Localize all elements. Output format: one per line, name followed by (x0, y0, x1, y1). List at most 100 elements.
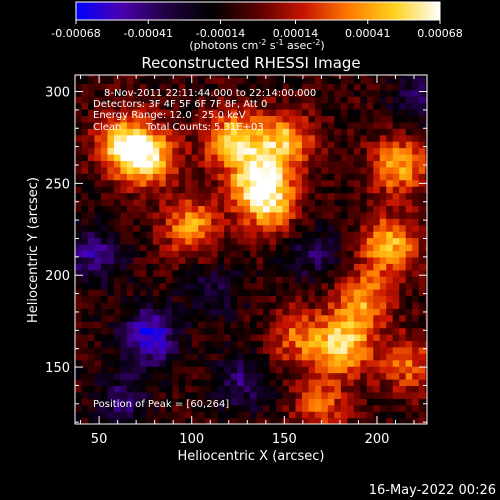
heatmap-cell (386, 128, 394, 136)
heatmap-cell (159, 340, 167, 348)
heatmap-cell (224, 314, 232, 322)
heatmap-cell (353, 411, 361, 419)
heatmap-cell (191, 75, 199, 78)
heatmap-cell (425, 102, 427, 110)
heatmap-cell (340, 198, 348, 207)
heatmap-cell (276, 404, 284, 412)
heatmap-cell (94, 359, 102, 367)
heatmap-cell (399, 141, 407, 149)
heatmap-cell (81, 269, 89, 277)
heatmap-cell (392, 83, 400, 91)
heatmap-cell (120, 353, 128, 361)
heatmap-cell (159, 75, 167, 78)
heatmap-cell (288, 256, 297, 264)
heatmap-cell (276, 353, 284, 361)
heatmap-cell (159, 276, 167, 284)
heatmap-cell (412, 192, 420, 200)
heatmap-cell (133, 417, 141, 424)
heatmap-cell (120, 102, 128, 110)
heatmap-cell (165, 218, 173, 226)
heatmap-cell (159, 179, 167, 187)
heatmap-cell (418, 89, 426, 97)
heatmap-cell (425, 263, 427, 271)
heatmap-cell (256, 379, 264, 387)
heatmap-cell (321, 417, 329, 424)
heatmap-cell (211, 282, 219, 290)
heatmap-cell (152, 288, 160, 297)
heatmap-cell (230, 256, 238, 264)
heatmap-cell (321, 128, 329, 136)
heatmap-cell (314, 153, 322, 162)
heatmap-cell (243, 134, 251, 142)
heatmap-cell (386, 269, 394, 277)
heatmap-cell (243, 186, 251, 194)
heatmap-cell (321, 192, 329, 200)
heatmap-cell (172, 276, 180, 284)
heatmap-cell (425, 333, 427, 342)
heatmap-cell (139, 192, 147, 200)
heatmap-cell (412, 295, 420, 303)
heatmap-cell (379, 121, 387, 129)
heatmap-cell (327, 295, 335, 303)
heatmap-cell (295, 269, 303, 277)
heatmap-cell (353, 359, 361, 367)
heatmap-cell (75, 141, 83, 149)
heatmap-cell (237, 327, 245, 335)
heatmap-cell (379, 379, 387, 387)
heatmap-cell (399, 153, 407, 162)
heatmap-cell (191, 102, 199, 110)
heatmap-cell (425, 282, 427, 290)
heatmap-cell (126, 353, 134, 361)
heatmap-cell (107, 179, 115, 187)
heatmap-cell (185, 340, 193, 348)
heatmap-cell (107, 75, 115, 78)
heatmap-cell (237, 250, 245, 258)
heatmap-cell (217, 288, 225, 297)
heatmap-cell (425, 379, 427, 387)
heatmap-cell (107, 121, 115, 129)
heatmap-cell (120, 134, 128, 142)
heatmap-cell (347, 353, 355, 361)
heatmap-cell (94, 340, 102, 348)
heatmap-cell (276, 359, 284, 367)
heatmap-cell (75, 250, 83, 258)
heatmap-cell (288, 237, 297, 245)
heatmap-cell (276, 134, 284, 142)
heatmap-cell (224, 295, 232, 303)
heatmap-cell (405, 237, 413, 245)
heatmap-cell (334, 83, 342, 91)
heatmap-cell (230, 411, 238, 419)
heatmap-cell (237, 134, 245, 142)
heatmap-cell (107, 166, 115, 174)
heatmap-cell (224, 288, 232, 297)
heatmap-cell (418, 166, 426, 174)
heatmap-cell (133, 186, 141, 194)
heatmap-cell (204, 128, 212, 136)
heatmap-cell (198, 372, 206, 380)
heatmap-cell (425, 276, 427, 284)
heatmap-cell (113, 398, 121, 406)
heatmap-cell (418, 205, 426, 213)
heatmap-cell (107, 353, 115, 361)
heatmap-cell (288, 340, 297, 348)
heatmap-cell (217, 121, 225, 129)
heatmap-cell (308, 391, 316, 399)
heatmap-cell (230, 108, 238, 117)
heatmap-cell (379, 404, 387, 412)
heatmap-cell (224, 83, 232, 91)
heatmap-cell (152, 404, 160, 412)
heatmap-cell (301, 160, 310, 168)
heatmap-cell (340, 346, 348, 354)
heatmap-cell (276, 128, 284, 136)
heatmap-cell (165, 224, 173, 232)
heatmap-cell (224, 102, 232, 110)
heatmap-cell (120, 83, 128, 91)
heatmap-cell (314, 276, 322, 284)
heatmap-cell (269, 269, 277, 277)
heatmap-cell (87, 96, 96, 104)
heatmap-cell (282, 134, 290, 142)
heatmap-cell (347, 96, 355, 104)
heatmap-cell (100, 411, 109, 419)
heatmap-cell (263, 398, 271, 406)
heatmap-cell (347, 282, 355, 290)
